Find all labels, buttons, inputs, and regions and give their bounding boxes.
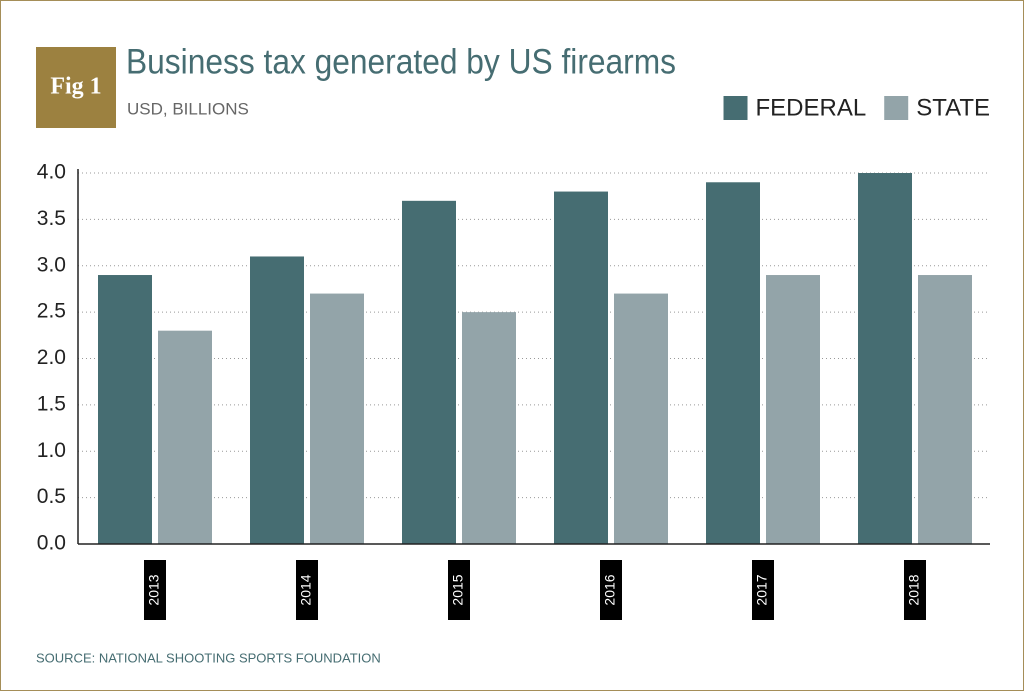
bar [250, 256, 304, 544]
bar [614, 293, 668, 544]
x-tick-box [752, 560, 774, 620]
x-tick-box [296, 560, 318, 620]
y-tick-label: 4.0 [37, 161, 66, 184]
legend-label: FEDERAL [756, 94, 867, 121]
chart-title: Business tax generated by US firearms [126, 42, 676, 81]
x-tick-box [600, 560, 622, 620]
bar [766, 275, 820, 544]
y-tick-label: 2.5 [37, 300, 66, 323]
x-tick-box [904, 560, 926, 620]
x-tick-label: 2015 [450, 574, 466, 605]
y-tick-label: 0.5 [37, 485, 66, 508]
bar [158, 330, 212, 544]
y-tick-label: 1.0 [37, 439, 66, 462]
y-tick-label: 0.0 [37, 532, 66, 555]
legend-label: STATE [916, 94, 990, 121]
y-tick-label: 2.0 [37, 346, 66, 369]
bar [918, 275, 972, 544]
legend-swatch [884, 96, 909, 120]
x-tick-box [448, 560, 470, 620]
x-tick-label: 2017 [754, 574, 770, 605]
bar [858, 173, 912, 544]
legend-swatch [723, 96, 748, 120]
source: SOURCE: NATIONAL SHOOTING SPORTS FOUNDAT… [36, 650, 381, 665]
bar [310, 293, 364, 544]
x-tick-label: 2014 [298, 574, 314, 605]
y-tick-label: 3.0 [37, 253, 66, 276]
bar [98, 275, 152, 544]
bar [706, 182, 760, 544]
bar [402, 200, 456, 544]
badge-text: Fig 1 [50, 74, 101, 100]
badge [36, 47, 116, 128]
y-tick-label: 1.5 [37, 392, 66, 415]
x-tick-label: 2018 [906, 574, 922, 605]
bar [462, 312, 516, 544]
x-tick-label: 2013 [146, 574, 162, 605]
x-tick-box [144, 560, 166, 620]
chart-subtitle: USD, BILLIONS [127, 99, 249, 118]
y-tick-label: 3.5 [37, 207, 66, 230]
x-tick-label: 2016 [602, 574, 618, 605]
bar [554, 191, 608, 545]
